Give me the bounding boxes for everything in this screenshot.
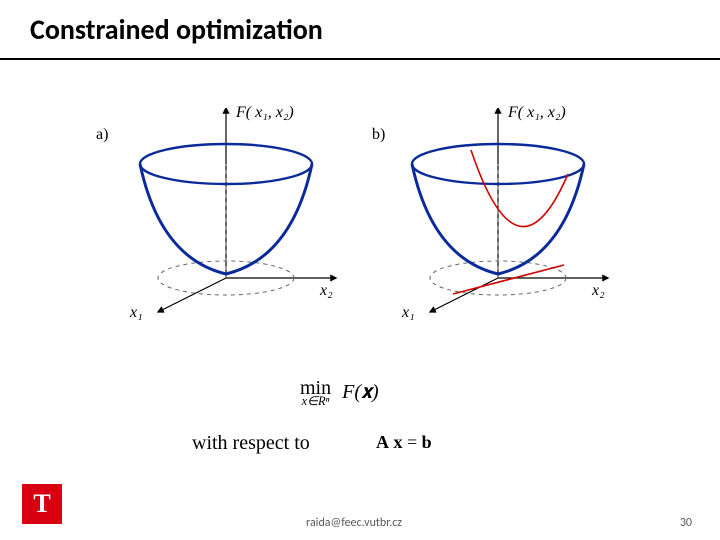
footer-page-number: 30 <box>680 516 692 530</box>
label-F-a: F( x₁, x₂) <box>236 104 294 122</box>
label-x1-a: x₁ <box>130 304 143 322</box>
equation-constraint: A x = b <box>376 432 432 453</box>
label-x2-b: x₂ <box>592 282 605 300</box>
figure-paraboloids: a) b) F( x₁, x₂) F( x₁, x₂) x₂ x₁ x₂ x₁ <box>96 108 626 318</box>
figure-svg <box>96 108 626 318</box>
label-a: a) <box>96 126 108 144</box>
equation-objective: min x∈Rⁿ F(𝐱) <box>300 378 379 407</box>
text-with-respect-to: with respect to <box>192 432 310 455</box>
label-x1-b: x₁ <box>402 304 415 322</box>
logo-letter: T <box>33 489 50 519</box>
slide: Constrained optimization <box>0 0 720 540</box>
footer-email: raida@feec.vutbr.cz <box>306 516 402 530</box>
page-title: Constrained optimization <box>30 12 323 47</box>
label-F-b: F( x₁, x₂) <box>508 104 566 122</box>
eq-Fx: F(𝐱) <box>342 381 379 404</box>
university-logo: T <box>22 484 62 524</box>
label-x2-a: x₂ <box>320 282 333 300</box>
label-b: b) <box>372 126 385 144</box>
eq-min-sub: x∈Rⁿ <box>300 395 331 407</box>
title-underline <box>0 58 720 60</box>
